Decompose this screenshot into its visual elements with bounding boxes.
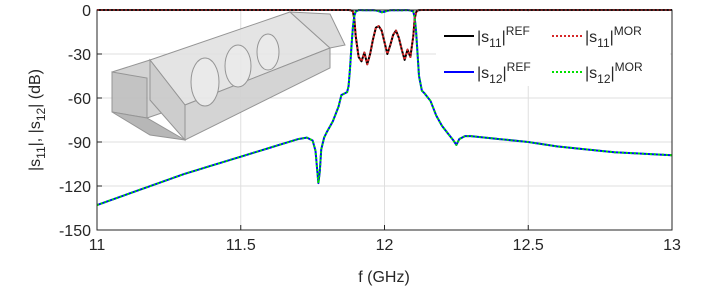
y-tick-label: -90 xyxy=(68,135,91,152)
y-tick-label: -150 xyxy=(59,223,91,240)
y-tick-label: -120 xyxy=(59,179,91,196)
y-tick-label: -30 xyxy=(68,47,91,64)
device-model-image xyxy=(112,12,345,140)
y-axis-label: |s11|, |s12| (dB) xyxy=(27,69,48,171)
x-tick-label: 11.5 xyxy=(226,237,256,254)
legend: |s11|REF|s11|MOR|s12|REF|s12|MOR xyxy=(436,12,670,86)
x-tick-label: 12.5 xyxy=(513,237,544,254)
x-tick-label: 12 xyxy=(376,237,394,254)
x-tick-label: 11 xyxy=(89,237,106,254)
chart: |s11|REF|s11|MOR|s12|REF|s12|MOR f (GHz)… xyxy=(0,0,711,301)
y-tick-label: -60 xyxy=(68,91,91,108)
x-tick-label: 13 xyxy=(663,237,681,254)
y-tick-label: 0 xyxy=(82,3,91,20)
x-axis-label: f (GHz) xyxy=(358,269,410,286)
